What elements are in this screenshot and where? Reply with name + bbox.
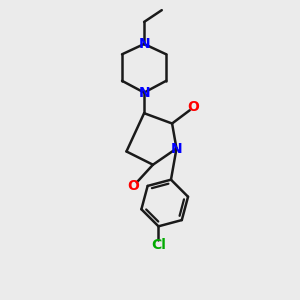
Text: N: N: [171, 142, 182, 155]
Text: O: O: [127, 179, 139, 193]
Text: N: N: [138, 37, 150, 51]
Text: O: O: [187, 100, 199, 114]
Text: N: N: [138, 85, 150, 100]
Text: Cl: Cl: [151, 238, 166, 252]
